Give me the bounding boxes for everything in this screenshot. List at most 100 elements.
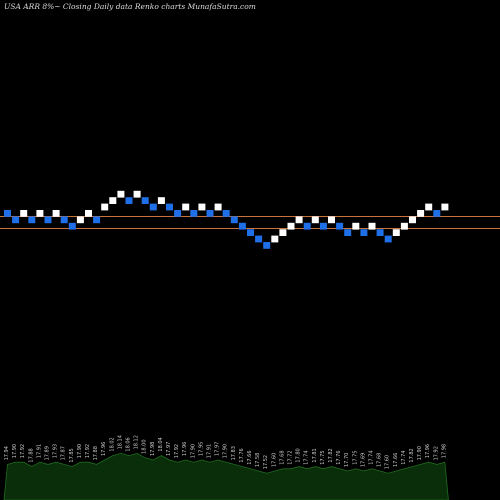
- renko-brick-down: [360, 229, 368, 236]
- date-label: 17.70: [344, 453, 350, 467]
- renko-brick-up: [198, 203, 206, 211]
- renko-brick-up: [295, 216, 303, 224]
- date-label: 17.75: [352, 450, 358, 464]
- date-label: 18.06: [126, 437, 132, 451]
- date-label: 18.02: [109, 437, 115, 451]
- date-label: 17.90: [12, 444, 18, 458]
- date-label: 17.85: [69, 448, 75, 462]
- date-label: 17.66: [247, 450, 253, 464]
- chart-title: USA ARR 8%~ Closing Daily data Renko cha…: [4, 2, 256, 11]
- renko-brick-up: [392, 229, 400, 236]
- date-label: 17.68: [377, 453, 383, 467]
- renko-brick-down: [12, 216, 20, 224]
- renko-brick-down: [4, 210, 11, 217]
- date-label: 17.98: [441, 444, 447, 458]
- renko-brick-down: [319, 222, 327, 230]
- date-label: 17.96: [425, 444, 431, 458]
- date-label: 17.97: [166, 442, 172, 456]
- date-label: 17.95: [198, 442, 204, 456]
- date-label: 17.88: [93, 446, 99, 460]
- date-label: 17.60: [385, 455, 391, 469]
- renko-brick-down: [303, 222, 311, 230]
- date-label: 17.87: [61, 446, 67, 460]
- renko-brick-up: [352, 222, 360, 230]
- date-label: 18.12: [134, 435, 140, 449]
- renko-brick-down: [68, 222, 76, 230]
- date-label: 17.92: [85, 444, 91, 458]
- date-label: 17.91: [207, 444, 213, 458]
- renko-brick-up: [409, 216, 416, 224]
- renko-brick-down: [206, 210, 214, 217]
- renko-brick-down: [255, 235, 263, 243]
- date-label: 17.76: [336, 450, 342, 464]
- renko-brick-down: [384, 235, 392, 243]
- date-label: 17.94: [4, 446, 10, 460]
- date-label: 17.52: [263, 455, 269, 469]
- renko-brick-up: [52, 210, 60, 217]
- renko-brick-down: [125, 197, 133, 204]
- renko-brick-up: [117, 190, 125, 198]
- renko-brick-down: [149, 203, 157, 211]
- renko-brick-down: [433, 210, 441, 217]
- date-label: 17.96: [101, 442, 107, 456]
- renko-brick-up: [36, 210, 44, 217]
- date-label: 17.82: [409, 448, 415, 462]
- renko-brick-up: [279, 229, 287, 236]
- renko-brick-down: [190, 210, 198, 217]
- date-label: 17.90: [77, 444, 83, 458]
- date-label: 17.72: [288, 450, 294, 464]
- date-label: 17.75: [320, 450, 326, 464]
- date-label: 17.81: [312, 448, 318, 462]
- date-label: 17.92: [20, 444, 26, 458]
- date-label: 17.90: [223, 444, 229, 458]
- date-label: 17.58: [255, 453, 261, 467]
- date-label: 17.93: [53, 444, 59, 458]
- volume-area: [3, 452, 449, 500]
- date-label: 17.90: [190, 444, 196, 458]
- renko-brick-down: [238, 222, 246, 230]
- date-label: 17.98: [150, 442, 156, 456]
- renko-brick-down: [141, 197, 149, 204]
- date-label: 17.69: [360, 453, 366, 467]
- renko-brick-down: [166, 203, 173, 211]
- renko-brick-up: [20, 210, 28, 217]
- renko-brick-up: [441, 203, 449, 211]
- date-label: 17.83: [231, 446, 237, 460]
- date-label: 17.90: [417, 446, 423, 460]
- date-label: 17.68: [279, 450, 285, 464]
- renko-brick-up: [271, 235, 279, 243]
- renko-brick-down: [376, 229, 384, 236]
- renko-brick-up: [85, 210, 92, 217]
- renko-brick-up: [157, 197, 165, 204]
- renko-brick-down: [247, 229, 254, 236]
- date-label: 17.89: [45, 446, 51, 460]
- renko-brick-up: [417, 210, 425, 217]
- date-label: 17.66: [393, 453, 399, 467]
- renko-brick-down: [174, 210, 182, 217]
- date-label: 17.76: [239, 448, 245, 462]
- renko-brick-up: [109, 197, 117, 204]
- date-label: 17.91: [36, 444, 42, 458]
- date-label: 17.82: [328, 448, 334, 462]
- renko-bricks: [4, 190, 449, 249]
- date-label: 17.96: [182, 442, 188, 456]
- date-label: 18.00: [142, 439, 148, 453]
- renko-brick-up: [328, 216, 335, 224]
- renko-brick-down: [230, 216, 238, 224]
- renko-brick-up: [368, 222, 376, 230]
- date-label: 17.88: [28, 448, 34, 462]
- date-label: 17.97: [215, 442, 221, 456]
- renko-brick-down: [93, 216, 101, 224]
- volume-area-path: [3, 452, 449, 500]
- renko-brick-up: [101, 203, 109, 211]
- renko-brick-down: [222, 210, 230, 217]
- renko-brick-up: [76, 216, 84, 224]
- renko-brick-down: [263, 242, 271, 249]
- renko-brick-up: [311, 216, 319, 224]
- date-label: 17.60: [271, 453, 277, 467]
- date-label: 17.74: [369, 450, 375, 464]
- date-label: 17.80: [296, 448, 302, 462]
- renko-brick-down: [336, 222, 344, 230]
